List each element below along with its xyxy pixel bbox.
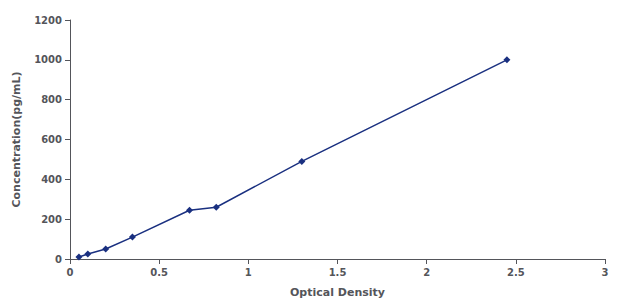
svg-text:0: 0: [67, 267, 74, 278]
svg-text:1: 1: [245, 267, 252, 278]
svg-text:800: 800: [41, 94, 62, 105]
svg-text:600: 600: [41, 134, 62, 145]
svg-text:2.5: 2.5: [507, 267, 525, 278]
svg-text:1000: 1000: [34, 54, 62, 65]
svg-text:1200: 1200: [34, 15, 62, 26]
svg-text:Optical Density: Optical Density: [290, 286, 385, 299]
svg-text:0: 0: [55, 254, 62, 265]
svg-text:3: 3: [602, 267, 609, 278]
svg-text:2: 2: [423, 267, 430, 278]
svg-text:1.5: 1.5: [329, 267, 347, 278]
svg-text:Concentration(pg/mL): Concentration(pg/mL): [10, 71, 23, 207]
svg-text:400: 400: [41, 174, 62, 185]
svg-text:200: 200: [41, 214, 62, 225]
svg-text:0.5: 0.5: [150, 267, 168, 278]
